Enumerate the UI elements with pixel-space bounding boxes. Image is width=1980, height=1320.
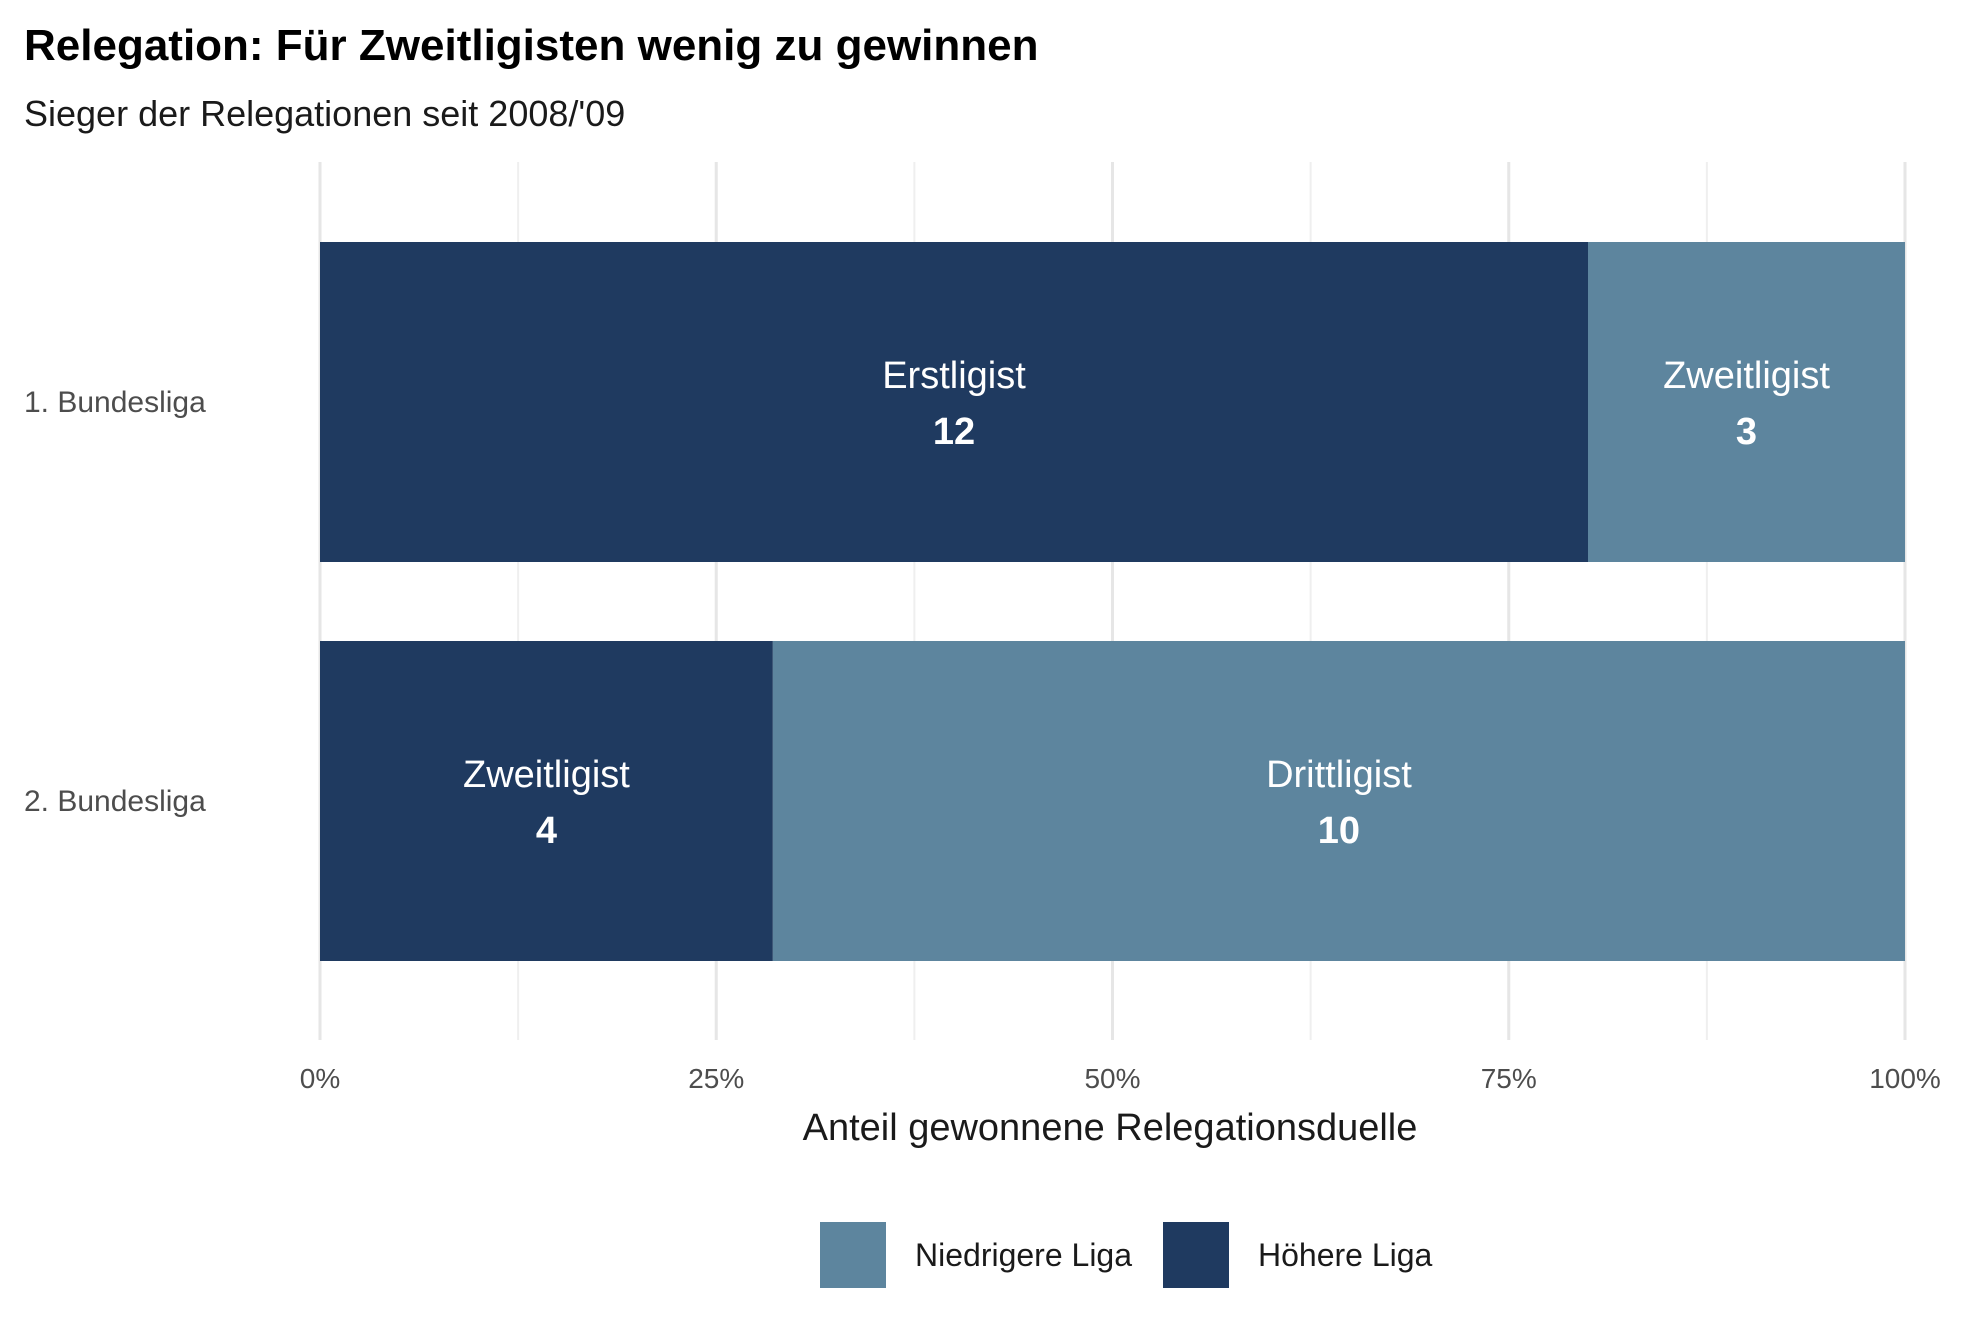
segment-label: Zweitligist <box>463 754 630 796</box>
segment-value: 12 <box>933 411 975 453</box>
legend-key <box>1163 1222 1229 1288</box>
chart-subtitle: Sieger der Relegationen seit 2008/'09 <box>24 93 625 134</box>
bars: Erstligist 12 Zweitligist 3 Zweitligist 4 Drit… <box>320 242 1905 961</box>
segment-value: 3 <box>1736 411 1757 453</box>
x-tick-label: 25% <box>688 1063 744 1094</box>
bar-segment <box>1588 242 1905 562</box>
x-axis-title: Anteil gewonnene Relegationsduelle <box>803 1107 1418 1149</box>
segment-label: Zweitligist <box>1663 355 1830 397</box>
segment-label: Drittligist <box>1266 754 1412 796</box>
bar-segment <box>772 641 1905 961</box>
category-labels: 1. Bundesliga 2. Bundesliga <box>24 386 206 818</box>
x-tick-label: 100% <box>1869 1063 1941 1094</box>
segment-value: 4 <box>536 810 557 852</box>
x-axis-ticks: 0% 25% 50% 75% 100% <box>300 1063 1941 1094</box>
segment-label: Erstligist <box>882 355 1026 397</box>
legend-key <box>820 1222 886 1288</box>
x-tick-label: 50% <box>1084 1063 1140 1094</box>
x-tick-label: 0% <box>300 1063 340 1094</box>
chart-title: Relegation: Für Zweitligisten wenig zu g… <box>24 21 1039 70</box>
bar-segment <box>320 242 1588 562</box>
category-label: 2. Bundesliga <box>24 785 206 818</box>
category-label: 1. Bundesliga <box>24 386 206 419</box>
legend-label: Höhere Liga <box>1258 1237 1433 1273</box>
segment-value: 10 <box>1318 810 1360 852</box>
legend: Niedrigere Liga Höhere Liga <box>820 1222 1433 1288</box>
bar-segment <box>320 641 773 961</box>
x-tick-label: 75% <box>1481 1063 1537 1094</box>
legend-label: Niedrigere Liga <box>915 1237 1132 1273</box>
